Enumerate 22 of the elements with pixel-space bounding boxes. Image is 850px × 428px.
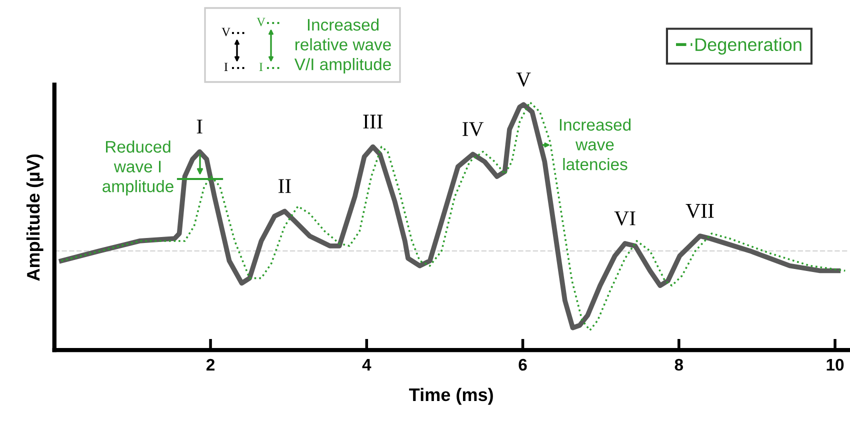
x-tick-label: 10 [826,358,844,371]
x-tick-label: 4 [362,359,372,371]
x-tick-label: 6 [518,358,527,371]
text: I [259,62,263,72]
x-tick-label: 2 [206,358,214,371]
text: V [256,18,266,26]
annotation: II [278,179,291,193]
x-tick-label: 8 [674,358,684,371]
legend-label: Degeneration [696,38,802,55]
annotation: Increased wave latencies [560,118,631,170]
annotation: V [516,72,531,87]
annotation: IV [462,122,484,136]
text: Increased relative wave V/I amplitude [294,18,391,74]
annotation: VI [614,211,636,226]
y-axis-title: Amplitude (µV) [26,154,44,281]
x-axis-title: Time (ms) [409,388,493,405]
annotation: I [196,120,202,134]
annotation: Reduced wave I amplitude [102,140,174,196]
annotation: III [363,114,383,128]
text: I [224,62,228,72]
annotation: VII [686,204,714,218]
text: V [222,28,230,36]
